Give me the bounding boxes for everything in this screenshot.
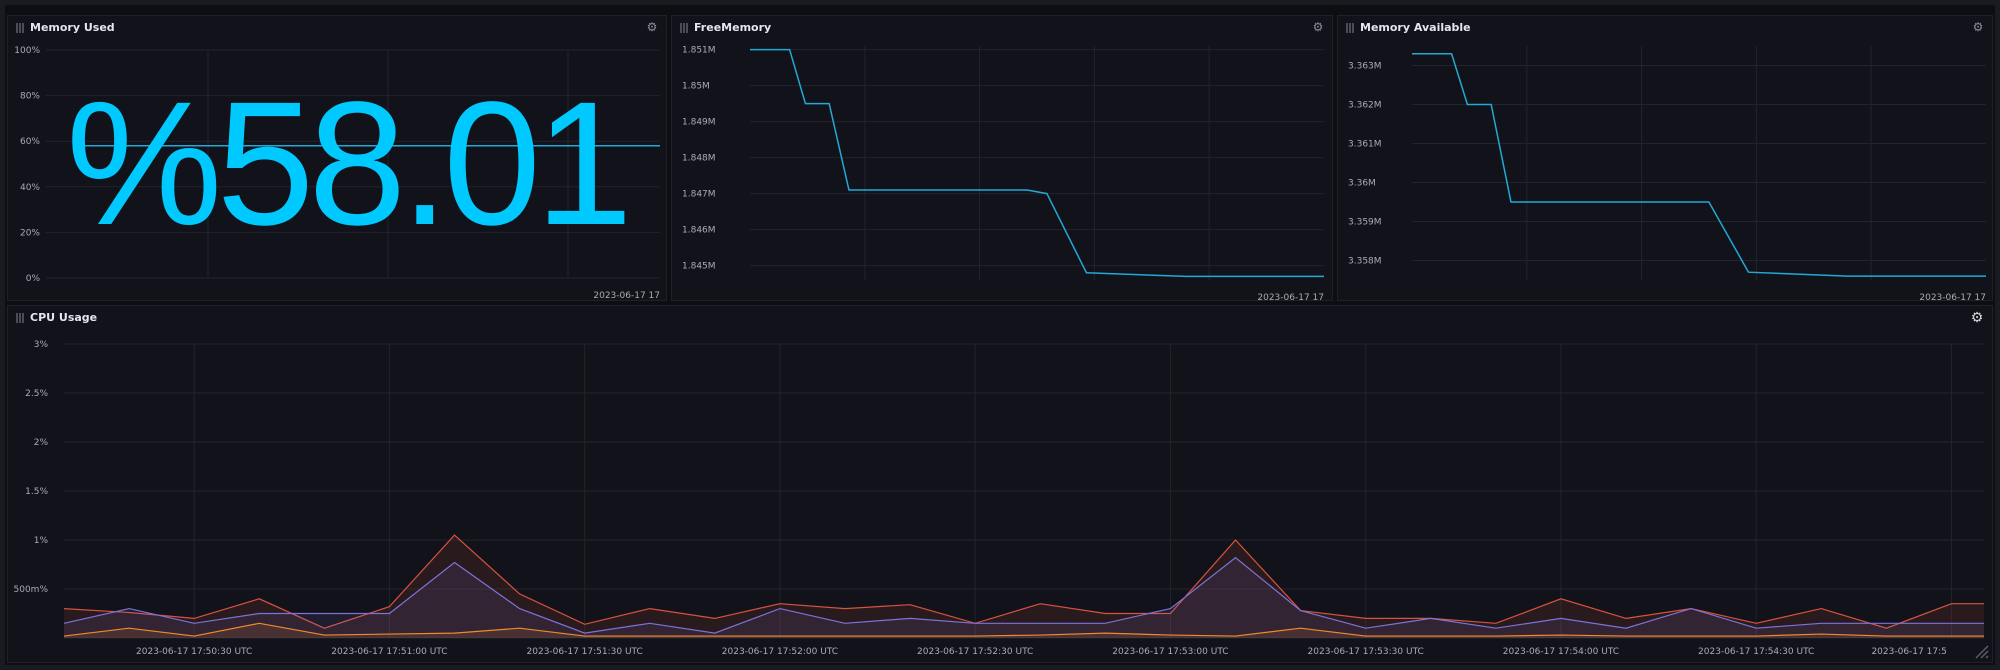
memory-used-panel: Memory Used ⚙ 100% 80% 60% 40% 20% 0% 2023-06-… [7, 15, 667, 301]
x-tick-label: 2023-06-17 17 [1919, 293, 1986, 303]
x-tick-label: 2023-06-17 17:51:30 UTC [527, 647, 643, 657]
series-area [64, 535, 1984, 638]
series-line [1412, 53, 1986, 277]
x-tick-label: 2023-06-17 17:52:30 UTC [917, 647, 1033, 657]
y-tick-label: 0% [26, 274, 41, 284]
panel-header[interactable]: Memory Available ⚙ [1338, 16, 1992, 40]
series-line [750, 48, 1324, 278]
x-tick-label: 2023-06-17 17:53:30 UTC [1308, 647, 1424, 657]
drag-handle-icon[interactable] [16, 313, 25, 323]
cpu-usage-chart: 3% 2.5% 2% 1.5% 1% 500m% 2023-06-17 17:50:30 U… [14, 340, 1984, 657]
y-tick-label: 1.849M [682, 118, 716, 128]
y-tick-label: 1% [34, 536, 49, 546]
series-line [63, 622, 1984, 637]
y-tick-label: 3.363M [1348, 62, 1382, 72]
gear-icon[interactable]: ⚙ [1972, 20, 1984, 34]
cpu-usage-panel: CPU Usage ⚙ 3% 2.5% 2% 1.5% 1% 500m% 2023-06-1… [7, 305, 1993, 663]
memory-used-graph: 100% 80% 60% 40% 20% 0% 2023-06-17 17 [14, 46, 660, 301]
y-tick-label: 3.359M [1348, 218, 1382, 228]
y-tick-label: 40% [20, 183, 40, 193]
y-tick-label: 2.5% [25, 389, 48, 399]
panel-title: Memory Used [30, 21, 115, 34]
single-stat-value: %58.01 [66, 66, 633, 262]
y-tick-label: 100% [14, 46, 40, 56]
panel-title: FreeMemory [694, 21, 772, 34]
y-tick-label: 20% [20, 228, 40, 238]
x-tick-label: 2023-06-17 17 [1257, 293, 1324, 303]
y-tick-label: 1.847M [682, 190, 716, 200]
panel-title: Memory Available [1360, 21, 1471, 34]
y-tick-label: 60% [20, 137, 40, 147]
free-memory-chart: 1.851M 1.85M 1.849M 1.848M 1.847M 1.846M 1.845… [682, 46, 1324, 303]
panel-header[interactable]: Memory Used ⚙ [8, 16, 666, 40]
x-tick-label: 2023-06-17 17:54:30 UTC [1698, 647, 1814, 657]
drag-handle-icon[interactable] [1346, 23, 1355, 33]
gear-icon[interactable]: ⚙ [646, 20, 658, 34]
y-tick-label: 80% [20, 92, 40, 102]
free-memory-panel: FreeMemory ⚙ 1.851M 1.85M 1.849M 1.848M 1.84… [671, 15, 1333, 303]
memory-available-panel: Memory Available ⚙ 3.363M 3.362M 3.361M 3.3… [1337, 15, 1993, 303]
series-line [63, 556, 1984, 634]
y-tick-label: 2% [34, 438, 49, 448]
y-tick-label: 1.846M [682, 226, 716, 236]
resize-handle-icon[interactable] [1972, 642, 1990, 660]
gear-icon[interactable]: ⚙ [1312, 20, 1324, 34]
y-tick-label: 1.851M [682, 46, 716, 56]
x-tick-label: 2023-06-17 17:50:30 UTC [136, 647, 252, 657]
panel-header[interactable]: FreeMemory ⚙ [672, 16, 1332, 40]
gear-icon[interactable]: ⚙ [1970, 310, 1984, 326]
drag-handle-icon[interactable] [16, 23, 25, 33]
x-tick-label: 2023-06-17 17:5 [1871, 647, 1946, 657]
y-tick-label: 1.848M [682, 154, 716, 164]
panel-header[interactable]: CPU Usage ⚙ [8, 306, 1992, 330]
y-tick-label: 3.36M [1348, 179, 1376, 189]
series-area [64, 623, 1984, 638]
memory-available-chart: 3.363M 3.362M 3.361M 3.36M 3.359M 3.358M 2023-… [1348, 46, 1986, 303]
y-tick-label: 3.361M [1348, 140, 1382, 150]
panel-title: CPU Usage [30, 311, 98, 324]
drag-handle-icon[interactable] [680, 23, 689, 33]
y-tick-label: 3.358M [1348, 257, 1382, 267]
y-tick-label: 1.85M [682, 82, 710, 92]
series-area [64, 557, 1984, 638]
x-tick-label: 2023-06-17 17:54:00 UTC [1503, 647, 1619, 657]
y-tick-label: 3% [34, 340, 49, 350]
x-tick-label: 2023-06-17 17:51:00 UTC [331, 647, 447, 657]
y-tick-label: 1.845M [682, 262, 716, 272]
x-tick-label: 2023-06-17 17:53:00 UTC [1112, 647, 1228, 657]
y-tick-label: 3.362M [1348, 101, 1382, 111]
dashboard: Memory Used ⚙ 100% 80% 60% 40% 20% 0% 2023-06-… [5, 5, 1995, 665]
y-tick-label: 500m% [14, 585, 49, 595]
y-tick-label: 1.5% [25, 487, 48, 497]
x-tick-label: 2023-06-17 17 [593, 291, 660, 301]
x-tick-label: 2023-06-17 17:52:00 UTC [722, 647, 838, 657]
